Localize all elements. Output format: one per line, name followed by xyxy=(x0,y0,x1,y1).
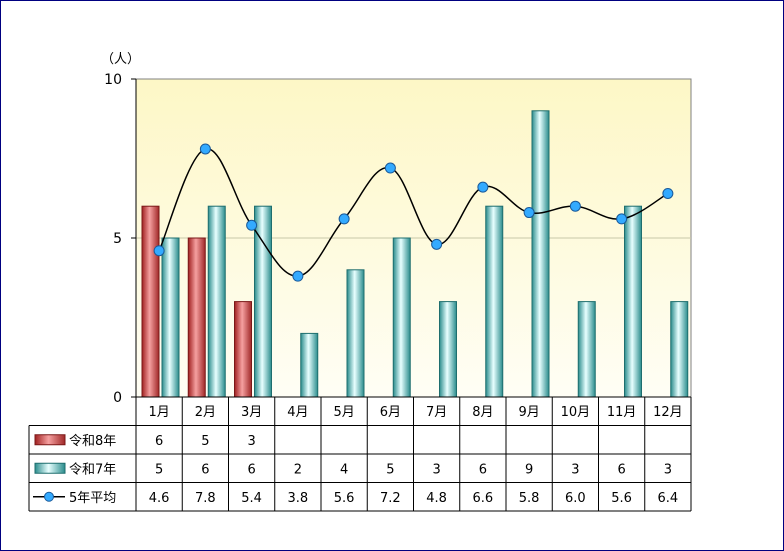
month-label: 12月 xyxy=(653,405,683,420)
table-cell: 3 xyxy=(247,434,255,449)
table-cell: 7.2 xyxy=(380,491,401,506)
bar-reiwa7-1 xyxy=(161,237,180,398)
month-label: 6月 xyxy=(380,405,401,420)
average-point-2 xyxy=(199,143,211,155)
table-cell: 5 xyxy=(386,462,394,477)
y-unit-label: （人） xyxy=(101,52,140,67)
table-cell: 5 xyxy=(201,434,209,449)
month-label: 4月 xyxy=(287,405,308,420)
table-cell: 4 xyxy=(340,462,348,477)
legend-key-marker xyxy=(44,491,54,502)
average-point-6 xyxy=(384,162,396,174)
bar-reiwa7-7 xyxy=(439,301,457,398)
table-cell: 9 xyxy=(525,462,533,477)
average-point-8 xyxy=(477,181,489,193)
month-label: 7月 xyxy=(426,405,447,420)
table-cell: 6.6 xyxy=(473,491,494,506)
bar-reiwa7-5 xyxy=(346,269,365,398)
table-cell: 6 xyxy=(479,462,487,477)
table-cell: 6 xyxy=(201,462,209,477)
bar-reiwa8-1 xyxy=(141,205,160,398)
bar-reiwa7-4 xyxy=(300,332,319,398)
month-label: 2月 xyxy=(195,405,216,420)
bar-reiwa7-9 xyxy=(531,110,550,398)
legend-key-2 xyxy=(34,462,66,474)
legend-label-3: 5年平均 xyxy=(69,491,116,506)
bar-reiwa8-3 xyxy=(234,301,252,398)
month-label: 9月 xyxy=(518,405,539,420)
month-label: 5月 xyxy=(333,405,354,420)
average-line xyxy=(153,143,674,282)
bar-reiwa7-8 xyxy=(485,205,504,398)
y-tick-label: 0 xyxy=(113,390,122,406)
bar-reiwa7-10 xyxy=(577,301,596,398)
table-cell: 6.0 xyxy=(565,491,586,506)
bar-reiwa7-3 xyxy=(254,205,272,398)
bar-reiwa8-2 xyxy=(187,237,206,398)
average-point-10 xyxy=(569,200,581,212)
bar-reiwa7-6 xyxy=(392,237,411,398)
bar-reiwa7-11 xyxy=(624,205,642,398)
table-cell: 5 xyxy=(155,462,163,477)
table-cell: 3 xyxy=(571,462,579,477)
legend-label-2: 令和7年 xyxy=(69,462,116,477)
average-point-12 xyxy=(662,187,674,199)
average-point-9 xyxy=(523,207,535,219)
table-cell: 3.8 xyxy=(288,491,309,506)
month-label: 10月 xyxy=(561,405,591,420)
average-point-3 xyxy=(246,219,258,231)
month-label: 8月 xyxy=(472,405,493,420)
month-label: 3月 xyxy=(241,405,262,420)
table-cell: 4.8 xyxy=(426,491,447,506)
table-cell: 5.8 xyxy=(519,491,540,506)
table-cell: 6 xyxy=(617,462,625,477)
month-label: 11月 xyxy=(607,405,637,420)
average-point-5 xyxy=(338,213,350,225)
average-point-4 xyxy=(292,270,304,282)
bar-reiwa7-2 xyxy=(207,205,226,398)
month-label: 1月 xyxy=(148,405,169,420)
table-cell: 4.6 xyxy=(149,491,170,506)
table-cell: 5.6 xyxy=(334,491,355,506)
average-point-1 xyxy=(153,245,165,257)
table-cell: 7.8 xyxy=(195,491,216,506)
legend-key-1 xyxy=(34,434,66,446)
table-cell: 6 xyxy=(247,462,255,477)
average-point-11 xyxy=(616,213,628,225)
table-cell: 2 xyxy=(294,462,302,477)
table-cell: 6.4 xyxy=(658,491,679,506)
table-cell: 3 xyxy=(432,462,440,477)
average-point-7 xyxy=(431,238,443,250)
bar-reiwa7-12 xyxy=(670,301,689,398)
y-tick-label: 10 xyxy=(104,72,122,88)
table-cell: 3 xyxy=(664,462,672,477)
table-cell: 5.6 xyxy=(611,491,632,506)
table-cell: 5.4 xyxy=(241,491,262,506)
legend-label-1: 令和8年 xyxy=(69,434,116,449)
table-cell: 6 xyxy=(155,434,163,449)
y-tick-label: 5 xyxy=(113,231,122,247)
